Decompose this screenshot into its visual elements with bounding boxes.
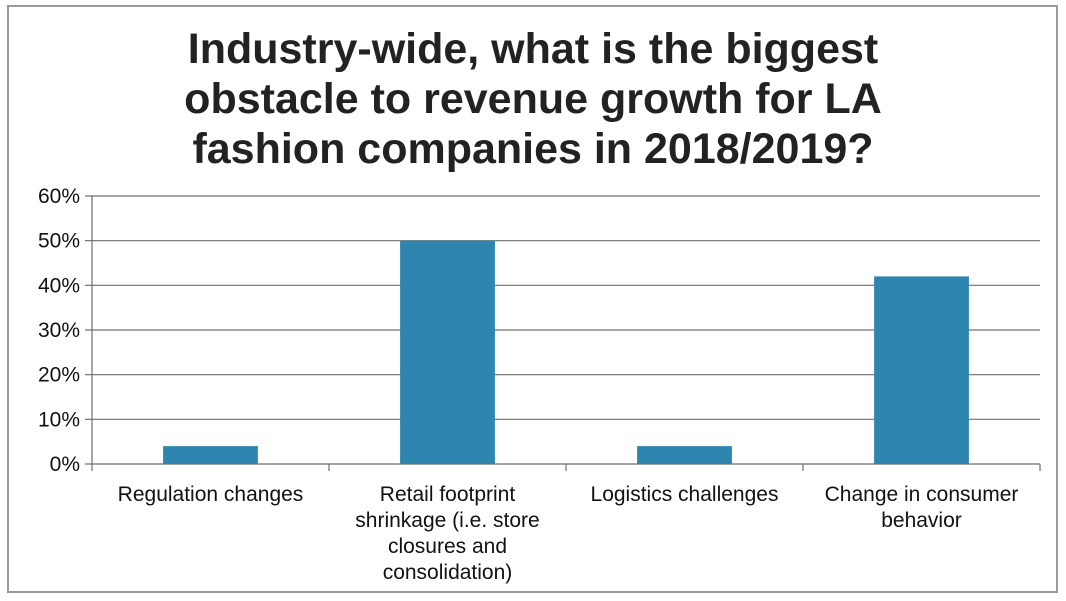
bar xyxy=(637,446,732,464)
y-tick-label: 30% xyxy=(38,319,80,342)
x-category-label: consolidation) xyxy=(383,561,513,584)
x-category-label: Retail footprint xyxy=(380,483,516,506)
y-tick-label: 60% xyxy=(38,185,80,208)
chart-title: Industry-wide, what is the biggest obsta… xyxy=(184,25,882,173)
x-category-label: Logistics challenges xyxy=(591,483,779,506)
bars xyxy=(163,240,969,464)
y-tick-labels: 0% 10% 20% 30% 40% 50% 60% xyxy=(38,185,80,476)
x-category-label: shrinkage (i.e. store xyxy=(355,509,539,532)
x-category-label: closures and xyxy=(388,535,507,558)
y-tick-label: 0% xyxy=(50,453,80,476)
x-category-label: behavior xyxy=(881,509,962,532)
x-category-labels: Regulation changes Retail footprint shrink… xyxy=(118,483,1019,584)
x-category-label: Regulation changes xyxy=(118,483,304,506)
axes xyxy=(85,195,1041,471)
y-tick-label: 50% xyxy=(38,230,80,253)
bar xyxy=(874,276,969,464)
y-tick-label: 40% xyxy=(38,274,80,297)
y-tick-label: 20% xyxy=(38,364,80,387)
x-category-label: Change in consumer xyxy=(825,483,1019,506)
bar xyxy=(163,446,258,464)
y-tick-label: 10% xyxy=(38,408,80,431)
bar xyxy=(400,240,495,464)
